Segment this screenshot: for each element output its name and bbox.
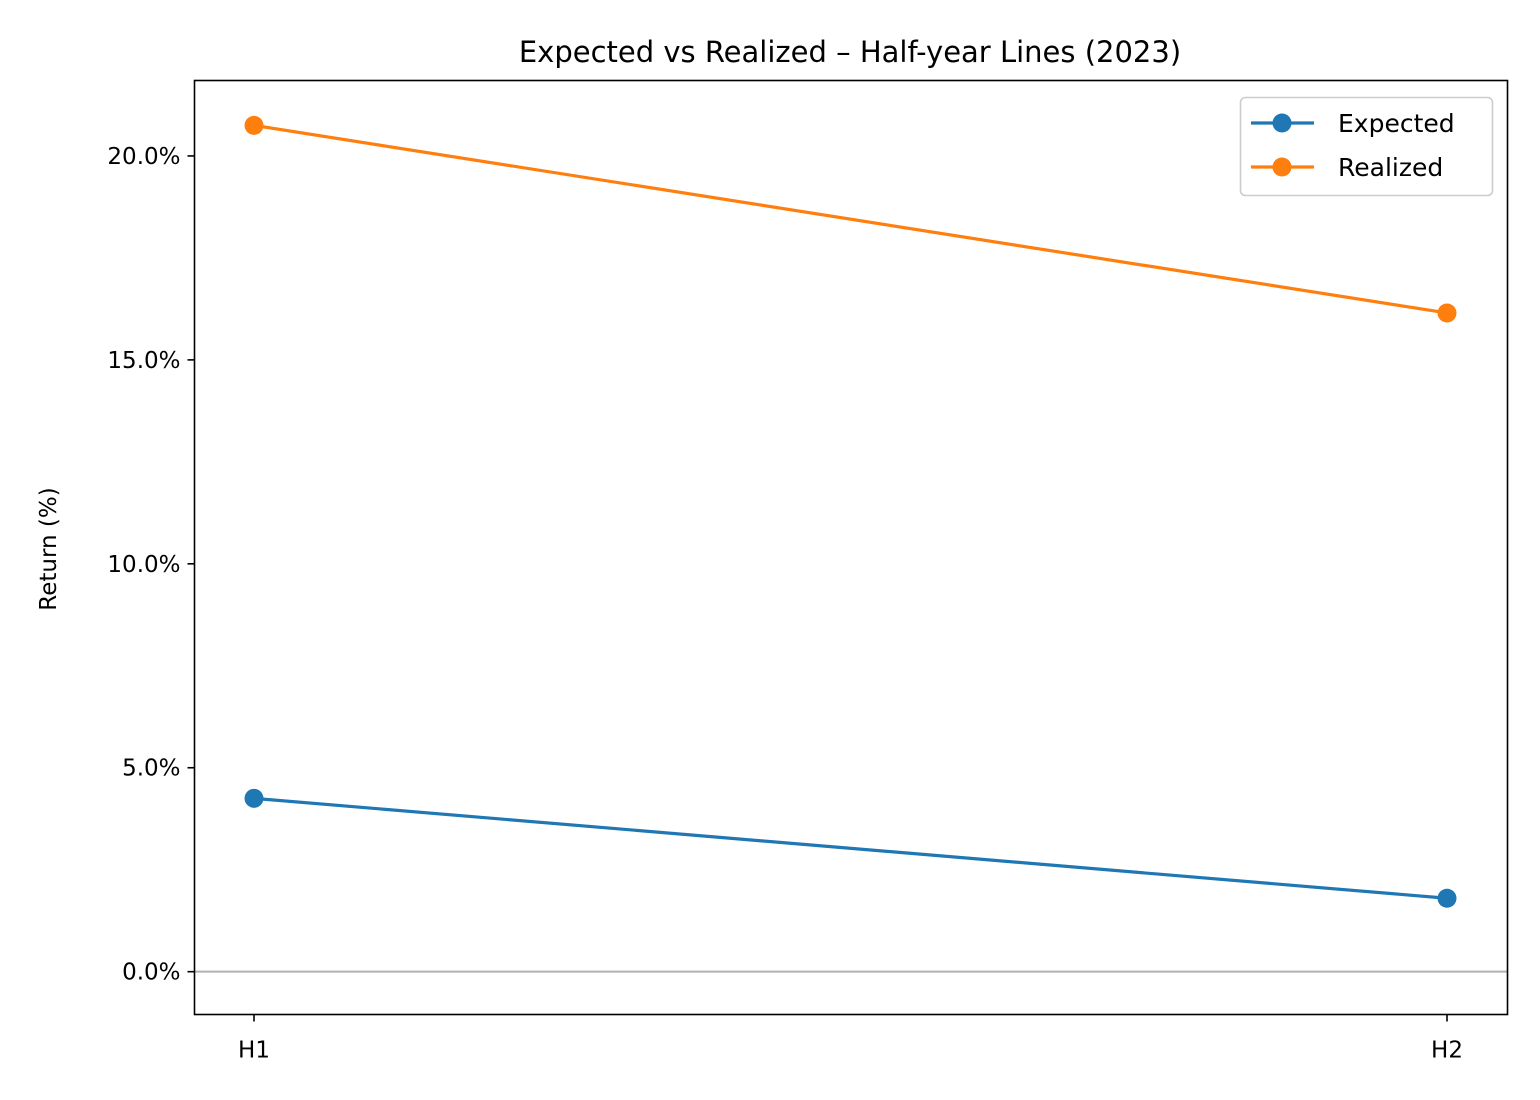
y-tick-label: 5.0% xyxy=(122,756,180,782)
data-point-realized-h2 xyxy=(1437,303,1457,323)
series-line-realized xyxy=(252,123,1449,315)
y-axis-ticks: 0.0% 5.0% 10.0% 15.0% 20.0% xyxy=(107,144,195,986)
plot-area-frame xyxy=(193,79,1509,1016)
data-point-expected-h1 xyxy=(244,788,264,808)
y-axis-label: Return (%) xyxy=(36,487,62,610)
series-layer xyxy=(244,115,1457,908)
legend-label-expected: Expected xyxy=(1338,109,1455,138)
series-line-expected xyxy=(252,796,1449,900)
y-tick-label: 10.0% xyxy=(107,552,180,578)
data-point-realized-h1 xyxy=(244,115,264,135)
chart-title: Expected vs Realized – Half-year Lines (… xyxy=(519,35,1181,69)
y-tick-label: 20.0% xyxy=(107,144,180,170)
legend-marker-realized xyxy=(1272,157,1292,177)
y-tick-label: 15.0% xyxy=(107,348,180,374)
legend-label-realized: Realized xyxy=(1338,153,1443,182)
x-axis-ticks: H1 H2 xyxy=(238,1014,1463,1064)
x-tick-label: H1 xyxy=(238,1038,270,1064)
data-point-expected-h2 xyxy=(1437,888,1457,908)
y-tick-label: 0.0% xyxy=(122,960,180,986)
legend-marker-expected xyxy=(1272,113,1292,133)
legend: Expected Realized xyxy=(1239,96,1494,197)
x-tick-label: H2 xyxy=(1431,1038,1463,1064)
